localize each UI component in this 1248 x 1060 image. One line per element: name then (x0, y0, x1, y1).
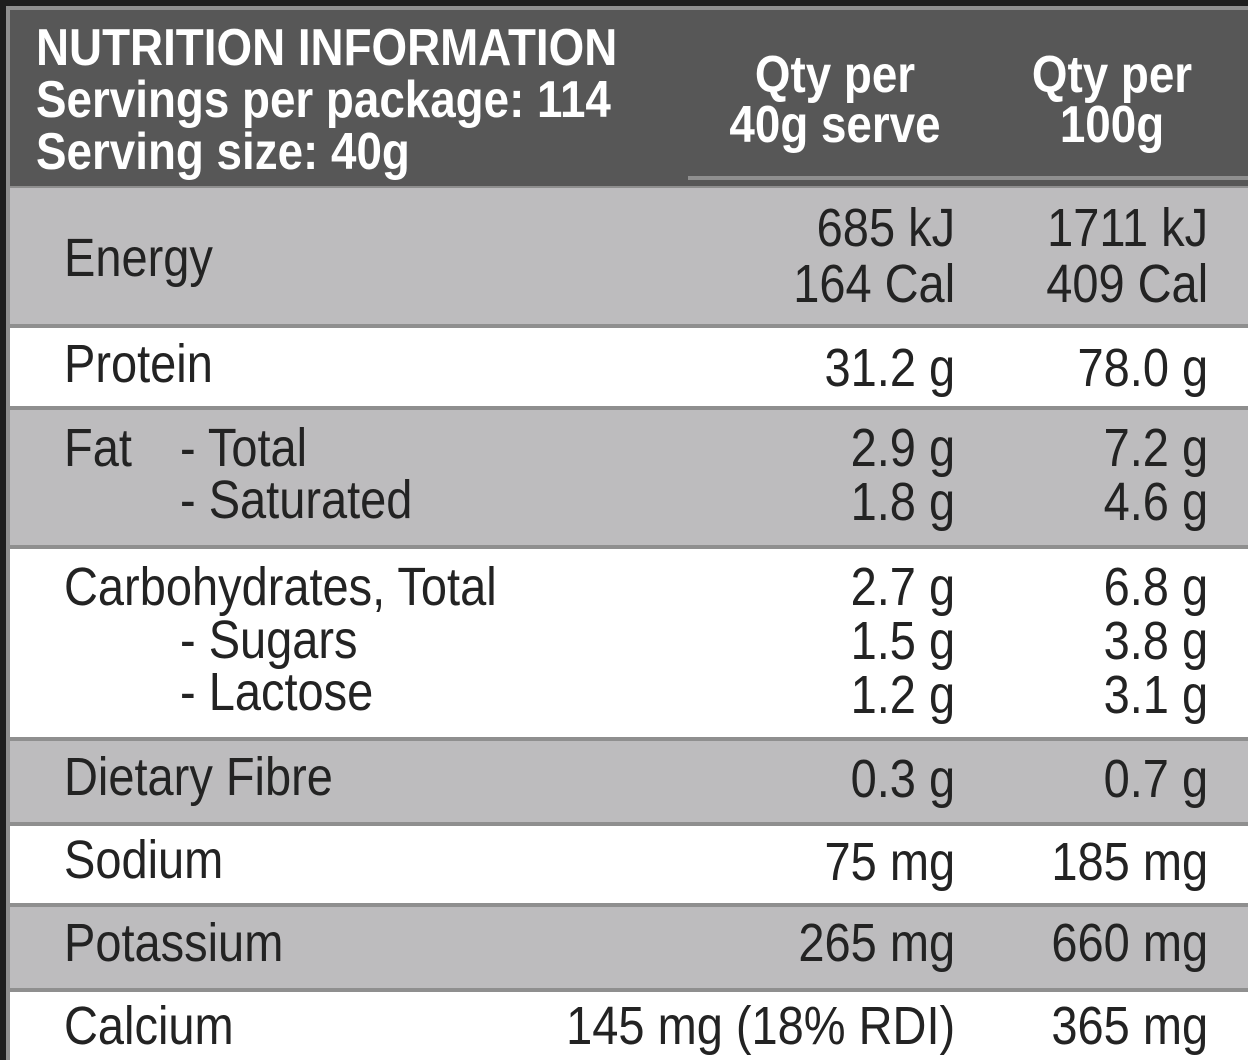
value-per-100g: 78.0 g (1077, 338, 1208, 398)
column-header-per-100g: Qty per 100g (980, 46, 1244, 154)
nutrient-label: Dietary Fibre (64, 747, 333, 807)
value-per-serve: 164 Cal (793, 254, 955, 314)
value-per-100g: 3.1 g (1103, 665, 1208, 725)
serving-size: Serving size: 40g (36, 123, 410, 181)
value-per-100g: 0.7 g (1103, 749, 1208, 809)
table-header: NUTRITION INFORMATION Servings per packa… (10, 10, 1248, 186)
value-per-serve: 2.9 g (850, 418, 955, 478)
row-potassium: Potassium 265 mg 660 mg (10, 907, 1248, 988)
value-per-serve: 2.7 g (850, 557, 955, 617)
row-protein: Protein 31.2 g 78.0 g (10, 328, 1248, 406)
column-header-per-serve: Qty per 40g serve (703, 46, 967, 154)
nutrient-label: Sodium (64, 830, 224, 890)
value-per-100g: 185 mg (1051, 832, 1208, 892)
nutrient-label: Carbohydrates, Total (64, 557, 497, 617)
column-header-line: 40g serve (729, 96, 941, 154)
sub-label: - Saturated (180, 470, 413, 530)
sub-label: - Sugars (180, 610, 358, 670)
value-per-100g: 3.8 g (1103, 611, 1208, 671)
value-per-100g: 409 Cal (1046, 254, 1208, 314)
row-fat: Fat - Total - Saturated 2.9 g 1.8 g 7.2 … (10, 410, 1248, 545)
value-per-serve: 685 kJ (816, 198, 955, 258)
nutrient-label: Fat (64, 418, 132, 478)
column-header-line: Qty per (1031, 46, 1193, 104)
row-dietary-fibre: Dietary Fibre 0.3 g 0.7 g (10, 741, 1248, 822)
header-divider (688, 176, 1248, 180)
sub-label: - Total (180, 418, 308, 478)
column-header-line: Qty per (754, 46, 916, 104)
value-per-100g: 365 mg (1051, 996, 1208, 1056)
nutrient-label: Protein (64, 334, 213, 394)
column-header-line: 100g (1059, 96, 1165, 154)
value-per-100g: 6.8 g (1103, 557, 1208, 617)
value-per-serve: 1.5 g (850, 611, 955, 671)
row-energy: Energy 685 kJ 164 Cal 1711 kJ 409 Cal (10, 188, 1248, 324)
value-per-serve: 31.2 g (824, 338, 955, 398)
value-per-serve: 0.3 g (850, 749, 955, 809)
value-per-100g: 7.2 g (1103, 418, 1208, 478)
value-per-serve: 145 mg (18% RDI) (565, 996, 955, 1056)
value-per-serve: 1.2 g (850, 665, 955, 725)
value-per-serve: 265 mg (798, 913, 955, 973)
row-calcium: Calcium 145 mg (18% RDI) 365 mg (10, 992, 1248, 1060)
value-per-100g: 1711 kJ (1046, 198, 1208, 258)
value-per-serve: 1.8 g (850, 472, 955, 532)
nutrient-label: Potassium (64, 913, 284, 973)
value-per-100g: 4.6 g (1103, 472, 1208, 532)
sub-label: - Lactose (180, 662, 374, 722)
panel-title: NUTRITION INFORMATION (36, 19, 618, 77)
row-sodium: Sodium 75 mg 185 mg (10, 826, 1248, 903)
value-per-100g: 660 mg (1051, 913, 1208, 973)
nutrient-label: Energy (64, 228, 213, 288)
nutrient-label: Calcium (64, 996, 234, 1056)
value-per-serve: 75 mg (824, 832, 955, 892)
servings-per-package: Servings per package: 114 (36, 71, 611, 129)
row-carbohydrates: Carbohydrates, Total - Sugars - Lactose … (10, 549, 1248, 737)
